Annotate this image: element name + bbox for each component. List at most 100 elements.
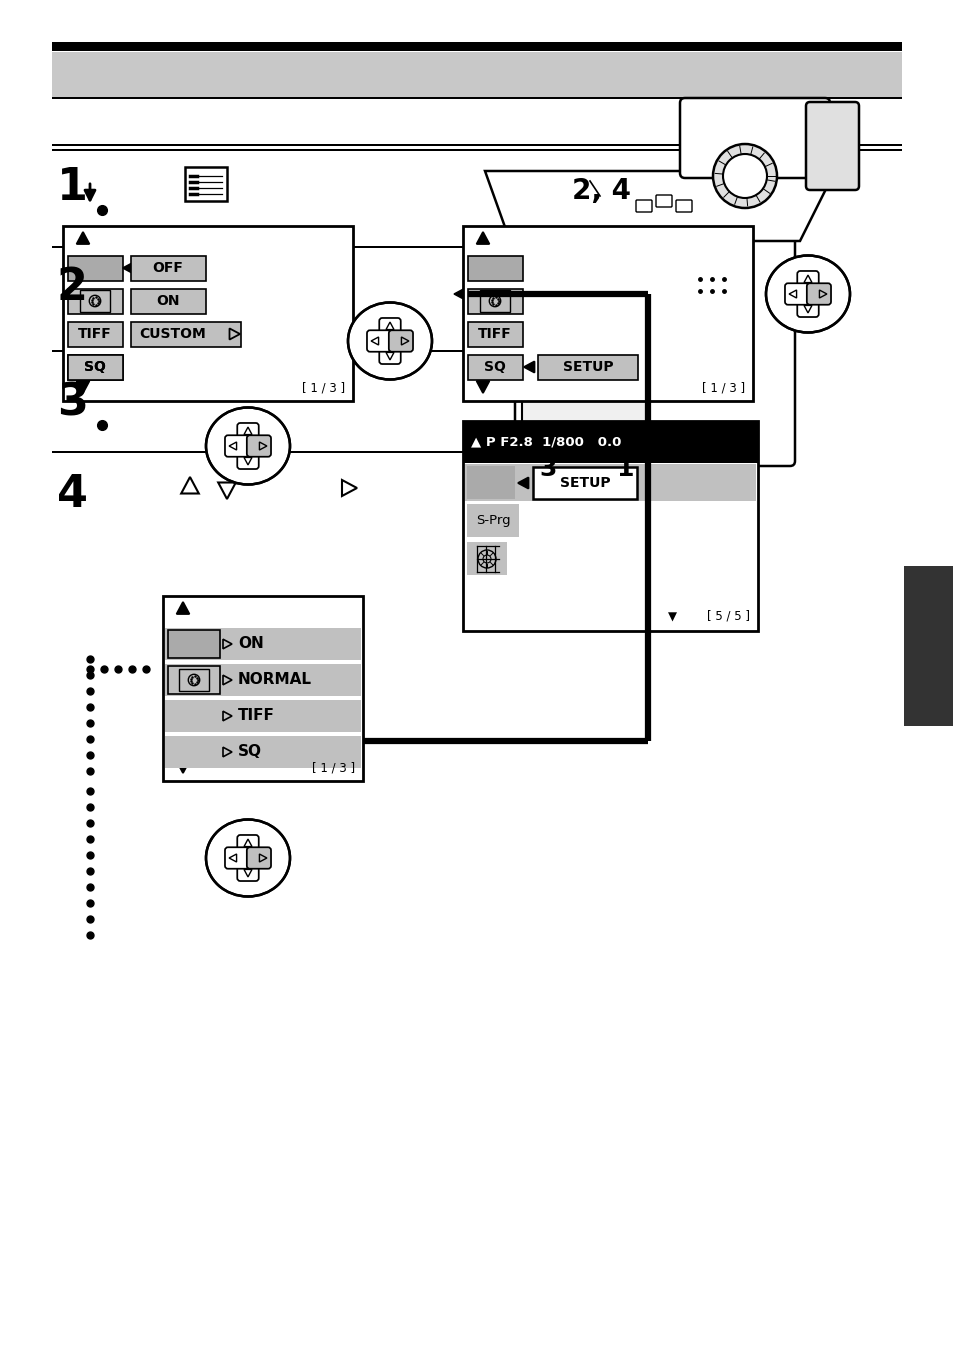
Text: OFF: OFF [152, 261, 183, 275]
Polygon shape [454, 283, 475, 306]
Bar [573, 272, 646, 289]
Text: SQ: SQ [84, 359, 106, 374]
Bar [462, 226, 752, 401]
Bar [65, 254, 351, 283]
Text: TIFF: TIFF [237, 708, 274, 724]
Text: 4: 4 [57, 474, 88, 517]
Text: ▲ P F2.8  1/800   0.0: ▲ P F2.8 1/800 0.0 [471, 436, 620, 448]
FancyBboxPatch shape [533, 467, 637, 499]
FancyBboxPatch shape [247, 847, 271, 868]
Bar [52, 149, 901, 151]
Text: 2: 2 [57, 267, 88, 310]
Polygon shape [176, 602, 190, 614]
FancyBboxPatch shape [784, 283, 808, 304]
Circle shape [722, 153, 766, 198]
FancyBboxPatch shape [389, 330, 413, 351]
Ellipse shape [206, 820, 290, 896]
Bar [52, 42, 901, 51]
Text: ON: ON [156, 293, 179, 308]
Text: SQ: SQ [84, 359, 106, 374]
Text: 3: 3 [57, 381, 88, 424]
FancyBboxPatch shape [656, 195, 671, 207]
Polygon shape [76, 232, 90, 244]
Text: S-Prg: S-Prg [476, 514, 510, 528]
FancyBboxPatch shape [521, 349, 647, 454]
Bar [537, 355, 638, 380]
Bar [462, 421, 758, 631]
Polygon shape [123, 262, 133, 273]
Text: 3: 3 [538, 458, 557, 481]
Bar [68, 355, 123, 380]
FancyBboxPatch shape [806, 283, 830, 304]
Polygon shape [76, 381, 90, 393]
Bar [468, 256, 522, 281]
FancyBboxPatch shape [247, 435, 271, 456]
FancyBboxPatch shape [471, 272, 534, 376]
Polygon shape [476, 381, 489, 393]
Text: ON: ON [237, 637, 263, 651]
Bar [600, 244, 618, 318]
Text: ▼        [ 5 / 5 ]: ▼ [ 5 / 5 ] [667, 610, 749, 623]
Bar [165, 664, 360, 696]
Bar [903, 567, 953, 725]
Text: 1: 1 [616, 458, 633, 481]
Bar [68, 289, 123, 314]
Bar [462, 421, 758, 463]
Text: [ 1 / 3 ]: [ 1 / 3 ] [701, 382, 744, 394]
Bar [168, 666, 220, 695]
Text: 2, 4: 2, 4 [572, 178, 630, 205]
Text: SETUP: SETUP [562, 359, 613, 374]
Bar [52, 144, 901, 145]
Bar [165, 700, 360, 732]
Text: SQ: SQ [483, 359, 505, 374]
Circle shape [712, 144, 776, 209]
Text: [ 1 / 3 ]: [ 1 / 3 ] [301, 382, 345, 394]
Text: SETUP: SETUP [559, 476, 610, 490]
Ellipse shape [348, 303, 432, 380]
Bar [467, 542, 506, 575]
Polygon shape [176, 760, 190, 773]
Ellipse shape [206, 408, 290, 485]
Bar [63, 226, 353, 401]
Bar [52, 451, 481, 454]
Bar [467, 466, 515, 499]
Bar [52, 97, 901, 100]
FancyBboxPatch shape [515, 236, 794, 466]
FancyBboxPatch shape [237, 857, 258, 882]
Bar [168, 630, 220, 658]
Bar [165, 736, 360, 769]
Text: TIFF: TIFF [78, 327, 112, 341]
FancyBboxPatch shape [237, 423, 258, 447]
Bar [68, 322, 123, 347]
Bar [68, 256, 123, 281]
FancyBboxPatch shape [797, 271, 818, 295]
Bar [467, 503, 518, 537]
Text: SQ: SQ [237, 744, 262, 759]
Text: CUSTOM: CUSTOM [139, 327, 206, 341]
Polygon shape [484, 171, 834, 241]
Polygon shape [523, 361, 534, 373]
FancyBboxPatch shape [636, 201, 651, 213]
Bar [131, 256, 206, 281]
Bar [131, 322, 241, 347]
Text: NORMAL: NORMAL [237, 673, 312, 688]
FancyBboxPatch shape [379, 339, 400, 363]
Bar [165, 629, 360, 660]
Bar [52, 52, 901, 98]
Bar [468, 355, 522, 380]
FancyBboxPatch shape [805, 102, 858, 190]
Bar [68, 355, 123, 380]
FancyBboxPatch shape [679, 98, 829, 178]
Bar [163, 596, 363, 781]
Text: TIFF: TIFF [477, 327, 512, 341]
FancyBboxPatch shape [367, 330, 391, 351]
FancyBboxPatch shape [379, 318, 400, 342]
Text: 1: 1 [57, 167, 88, 210]
FancyBboxPatch shape [797, 293, 818, 318]
FancyBboxPatch shape [237, 835, 258, 859]
FancyBboxPatch shape [185, 167, 227, 201]
FancyBboxPatch shape [676, 201, 691, 213]
Text: [ 1 / 3 ]: [ 1 / 3 ] [312, 762, 355, 775]
Ellipse shape [765, 256, 849, 332]
Bar [131, 289, 206, 314]
